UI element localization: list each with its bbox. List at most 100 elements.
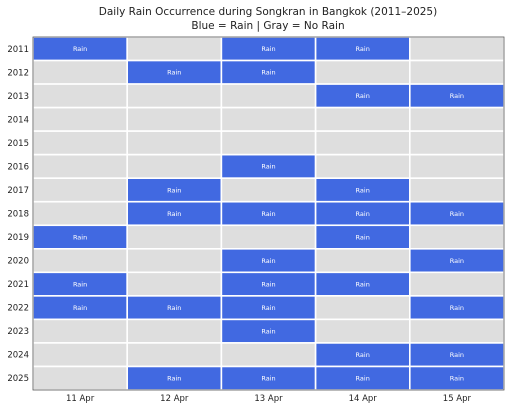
x-axis-tick-labels: 11 Apr 12 Apr 13 Apr 14 Apr 15 Apr — [66, 394, 472, 404]
cell-rain-label: Rain — [261, 210, 275, 218]
y-tick-label-2017: 2017 — [7, 186, 29, 196]
heatmap-cell-2016-11-apr — [32, 153, 128, 180]
y-tick-label-2012: 2012 — [7, 68, 29, 78]
cell-rain-label: Rain — [261, 69, 275, 77]
plot-frame — [32, 36, 505, 391]
cell-rain-label: Rain — [450, 92, 464, 100]
cell-rain-label: Rain — [356, 280, 370, 288]
cell-rain-label: Rain — [356, 45, 370, 53]
cell-rain-label: Rain — [356, 186, 370, 194]
heatmap-cell-2014-12-apr — [126, 106, 223, 132]
heatmap-cell-2014-11-apr — [32, 106, 128, 132]
x-tick-label-15-apr: 15 Apr — [443, 394, 472, 404]
cell-rain-label: Rain — [261, 304, 275, 312]
x-tick-label-13-apr: 13 Apr — [254, 394, 283, 404]
y-tick-label-2022: 2022 — [7, 304, 29, 314]
heatmap-cell-2019-15-apr — [408, 224, 505, 250]
cell-rain-label: Rain — [450, 351, 464, 359]
heatmap-cell-2020-11-apr — [32, 248, 128, 274]
chart-title: Daily Rain Occurrence during Songkran in… — [99, 6, 437, 18]
heatmap-cell-2015-15-apr — [408, 130, 505, 156]
y-tick-label-2021: 2021 — [7, 280, 29, 290]
cell-rain-label: Rain — [450, 257, 464, 265]
heatmap-cell-2023-12-apr — [126, 318, 223, 344]
heatmap-cell-2023-11-apr — [32, 318, 128, 344]
cell-rain-label: Rain — [356, 210, 370, 218]
cell-rain-label: Rain — [261, 327, 275, 335]
y-tick-label-2019: 2019 — [7, 233, 29, 243]
heatmap-cell-2015-12-apr — [126, 130, 223, 156]
heatmap-cell-2020-12-apr — [126, 248, 223, 274]
cell-rain-label: Rain — [450, 210, 464, 218]
heatmap-cell-2012-14-apr — [314, 59, 411, 85]
heatmap-cell-2015-11-apr — [32, 130, 128, 156]
heatmap-cell-2017-13-apr — [220, 177, 317, 203]
heatmap-cell-2015-13-apr — [220, 130, 317, 156]
cell-rain-label: Rain — [261, 257, 275, 265]
cell-rain-label: Rain — [261, 280, 275, 288]
y-tick-label-2011: 2011 — [7, 45, 29, 55]
y-tick-label-2024: 2024 — [7, 351, 29, 361]
heatmap-cell-2021-12-apr — [126, 271, 223, 297]
heatmap-cell-2024-12-apr — [126, 342, 223, 368]
cell-rain-label: Rain — [73, 280, 87, 288]
heatmap-cell-2018-11-apr — [32, 200, 128, 227]
heatmap-cell-2014-14-apr — [314, 106, 411, 132]
chart-subtitle: Blue = Rain | Gray = No Rain — [191, 20, 344, 32]
heatmap-cell-2024-11-apr — [32, 342, 128, 368]
cell-rain-label: Rain — [450, 375, 464, 383]
cell-rain-label: Rain — [73, 304, 87, 312]
heatmap-cell-2013-11-apr — [32, 83, 128, 109]
cell-rain-label: Rain — [73, 45, 87, 53]
y-tick-label-2020: 2020 — [7, 257, 29, 267]
cell-rain-label: Rain — [356, 375, 370, 383]
cell-rain-label: Rain — [261, 375, 275, 383]
cell-rain-label: Rain — [450, 304, 464, 312]
heatmap-cell-2017-11-apr — [32, 177, 128, 203]
y-tick-label-2016: 2016 — [7, 162, 29, 172]
cell-rain-label: Rain — [167, 186, 181, 194]
cell-rain-label: Rain — [261, 45, 275, 53]
x-tick-label-14-apr: 14 Apr — [349, 394, 378, 404]
heatmap-cell-2020-14-apr — [314, 248, 411, 274]
heatmap-cell-2011-15-apr — [408, 36, 505, 62]
cell-rain-label: Rain — [167, 210, 181, 218]
x-tick-label-11-apr: 11 Apr — [66, 394, 95, 404]
heatmap-cell-2019-12-apr — [126, 224, 223, 250]
heatmap-cell-2013-12-apr — [126, 83, 223, 109]
heatmap-cell-2014-13-apr — [220, 106, 317, 132]
heatmap-cell-2016-14-apr — [314, 153, 411, 180]
heatmap-cell-2025-11-apr — [32, 365, 128, 391]
cell-rain-label: Rain — [167, 304, 181, 312]
cell-rain-label: Rain — [167, 69, 181, 77]
y-tick-label-2023: 2023 — [7, 327, 29, 337]
cell-rain-label: Rain — [73, 233, 87, 241]
heatmap-cell-2021-15-apr — [408, 271, 505, 297]
heatmap-cell-2011-12-apr — [126, 36, 223, 62]
heatmap-cell-2012-11-apr — [32, 59, 128, 85]
heatmap-cell-2012-15-apr — [408, 59, 505, 85]
heatmap-cell-2023-15-apr — [408, 318, 505, 344]
x-tick-label-12-apr: 12 Apr — [160, 394, 189, 404]
heatmap-cell-2015-14-apr — [314, 130, 411, 156]
heatmap-cells: Rain Rain Rain Rain Rain Rain Rain Rain Rain Rain… — [32, 36, 505, 391]
heatmap-cell-2017-15-apr — [408, 177, 505, 203]
cell-rain-label: Rain — [356, 351, 370, 359]
y-tick-label-2015: 2015 — [7, 139, 29, 149]
y-tick-label-2018: 2018 — [7, 210, 29, 220]
heatmap-cell-2016-12-apr — [126, 153, 223, 180]
y-tick-label-2025: 2025 — [7, 374, 29, 384]
y-axis-tick-labels: 2011 2012 2013 2014 2015 2016 2017 2018 2019 2020… — [7, 45, 29, 384]
y-tick-label-2013: 2013 — [7, 92, 29, 102]
heatmap-cell-2022-14-apr — [314, 295, 411, 321]
heatmap-cell-2014-15-apr — [408, 106, 505, 132]
heatmap-cell-2024-13-apr — [220, 342, 317, 368]
heatmap-cell-2013-13-apr — [220, 83, 317, 109]
heatmap-cell-2023-14-apr — [314, 318, 411, 344]
cell-rain-label: Rain — [261, 163, 275, 171]
heatmap-cell-2016-15-apr — [408, 153, 505, 180]
cell-rain-label: Rain — [356, 92, 370, 100]
heatmap-cell-2019-13-apr — [220, 224, 317, 250]
y-tick-label-2014: 2014 — [7, 115, 29, 125]
